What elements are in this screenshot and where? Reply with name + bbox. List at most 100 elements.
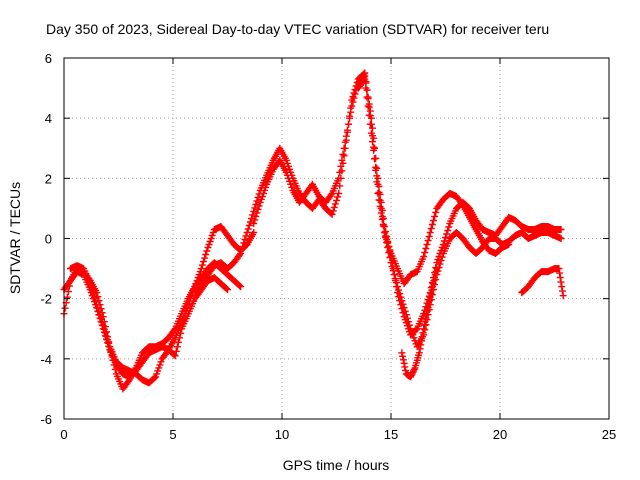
data-point-3-212 (422, 245, 430, 252)
data-point-5-39 (397, 293, 405, 301)
y-tick-label-6: 6 (45, 51, 52, 66)
data-point-5-41 (399, 300, 407, 308)
data-point-5-15 (371, 155, 379, 163)
data-point-4-1 (251, 216, 259, 224)
data-point-5-36 (394, 283, 401, 291)
x-tick-label-0: 0 (60, 427, 67, 442)
data-point-3-46 (241, 236, 249, 243)
series-sat-track-2 (60, 268, 231, 381)
x-tick-label-3: 15 (384, 427, 398, 442)
data-point-3-41 (236, 251, 243, 259)
data-point-5-11 (366, 120, 374, 128)
data-point-4-89 (347, 108, 355, 116)
data-point-4-79 (336, 168, 344, 176)
data-points (60, 69, 567, 393)
axis-ticks: 0 5 10 15 20 25 -6 -4 -2 0 2 4 6 (40, 51, 616, 442)
data-point-5-22 (378, 212, 386, 220)
series-sat-track-6 (354, 75, 565, 351)
data-point-6-35 (423, 307, 431, 315)
series-sat-track-3 (67, 223, 258, 387)
data-point-5-25 (382, 234, 390, 241)
data-point-4-122 (383, 233, 391, 240)
data-point-5-23 (379, 221, 387, 228)
data-point-5-8 (363, 93, 371, 101)
chart-title: Day 350 of 2023, Sidereal Day-to-day VTE… (46, 21, 549, 37)
data-point-3-127 (329, 207, 337, 215)
data-point-2-77 (151, 374, 158, 382)
data-point-2-30 (99, 322, 107, 330)
data-point-5-38 (396, 290, 404, 298)
y-tick-label-3: 0 (45, 232, 52, 247)
data-point-4-126 (387, 253, 395, 260)
data-point-2-29 (98, 318, 106, 326)
data-point-2-18 (86, 280, 94, 288)
data-point-3-221 (432, 208, 440, 216)
data-point-5-35 (392, 279, 400, 287)
data-point-2-31 (100, 325, 108, 333)
data-point-3-215 (425, 233, 433, 240)
data-point-4-179 (445, 223, 453, 231)
data-point-3-218 (428, 221, 436, 228)
data-point-4-123 (384, 238, 392, 245)
data-point-2-20 (88, 287, 96, 295)
data-point-5-28 (385, 249, 393, 256)
y-tick-label-5: 4 (45, 111, 52, 126)
data-point-5-30 (387, 259, 395, 267)
data-point-4-121 (382, 228, 390, 235)
data-point-3-214 (424, 237, 432, 244)
data-point-2-120 (197, 265, 205, 273)
data-point-4-110 (370, 134, 378, 142)
data-point-5-43 (401, 307, 409, 315)
data-point-5-18 (374, 180, 382, 188)
data-point-4-3 (253, 209, 261, 217)
data-point-6-5 (402, 366, 409, 374)
data-point-5-7 (362, 84, 370, 92)
data-point-5-14 (370, 146, 378, 154)
data-point-3-216 (426, 229, 434, 236)
data-point-3-220 (431, 212, 439, 220)
data-point-2-19 (87, 283, 95, 291)
data-point-4-149 (412, 326, 420, 334)
data-point-5-47 (406, 321, 413, 329)
data-point-1-3 (63, 293, 71, 301)
data-point-5-186 (557, 235, 565, 242)
data-point-7-42 (559, 292, 567, 300)
data-point-4-84 (341, 138, 349, 146)
data-point-4-113 (373, 164, 381, 172)
x-axis-label: GPS time / hours (283, 457, 390, 473)
series-sat-track-5 (250, 72, 565, 339)
data-point-6-1 (399, 352, 407, 360)
data-point-6-28 (418, 333, 426, 341)
data-point-1-150 (224, 286, 231, 294)
y-tick-label-0: -6 (40, 412, 52, 427)
data-point-5-34 (391, 275, 399, 283)
data-point-4-83 (340, 144, 348, 152)
data-point-3-43 (238, 246, 246, 254)
data-point-4-5 (255, 202, 263, 210)
data-point-3-130 (333, 196, 340, 204)
data-point-3-52 (248, 214, 255, 222)
data-point-4-80 (337, 162, 345, 170)
data-point-3-55 (251, 204, 259, 212)
data-point-4-91 (349, 98, 357, 106)
data-point-5-13 (369, 138, 376, 146)
data-point-3-219 (430, 217, 437, 224)
data-point-5-26 (383, 239, 391, 246)
data-point-5-77 (438, 253, 446, 261)
data-point-4-93 (351, 90, 359, 98)
data-point-3-137 (340, 152, 348, 160)
data-point-1-1 (61, 304, 69, 312)
series-sat-track-7 (398, 265, 441, 381)
data-point-2-28 (97, 315, 105, 323)
data-point-3-211 (421, 249, 429, 256)
data-point-2-27 (96, 311, 104, 319)
data-point-4-87 (345, 120, 352, 128)
data-point-5-44 (402, 311, 410, 319)
data-point-3-50 (245, 222, 253, 229)
data-point-2-122 (200, 258, 207, 266)
data-point-3-45 (240, 239, 248, 247)
data-point-2-82 (156, 361, 164, 369)
data-point-1-5 (66, 282, 73, 290)
data-point-3-42 (237, 250, 245, 257)
